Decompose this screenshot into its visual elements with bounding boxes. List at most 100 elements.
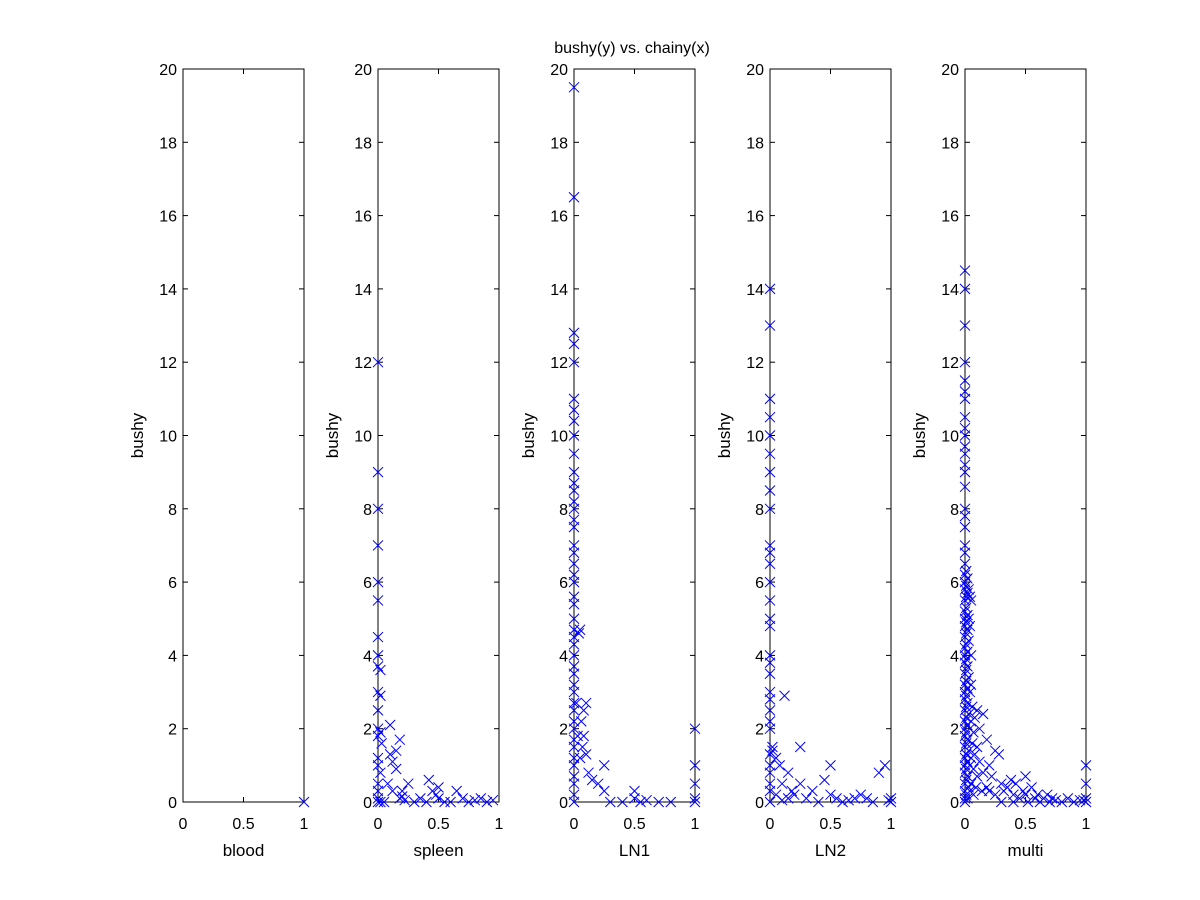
data-point-marker [372,356,384,368]
y-tick-label: 16 [746,209,764,226]
data-point-marker [574,752,586,764]
data-point-marker [372,705,384,716]
data-point-marker [819,774,830,786]
data-point-marker [977,708,989,720]
data-point-marker [1014,792,1025,804]
data-point-marker [976,785,988,797]
data-point-marker [1005,774,1017,786]
data-point-marker [960,749,972,760]
data-point-marker [779,690,790,702]
data-point-marker [1041,789,1053,801]
data-point-marker [764,785,776,797]
data-point-marker [959,448,971,460]
data-point-marker [372,650,384,661]
data-point-marker [372,540,384,551]
data-point-marker [568,796,580,808]
y-tick-label: 8 [559,502,568,519]
data-point-marker [959,320,971,331]
y-tick-label: 10 [159,429,177,446]
data-point-marker [962,573,973,584]
data-point-marker [568,393,580,405]
data-point-marker [372,466,384,478]
data-point-marker [965,595,977,606]
data-point-marker [962,661,973,672]
data-point-marker [402,778,414,790]
y-tick-label: 20 [746,62,764,79]
data-point-marker [568,430,580,441]
y-tick-label: 4 [168,648,177,665]
scatter-panel-4: 0 2 4 6 8 10 12 14 16 18 20 0 0.5 1 LN2 bushy [715,62,897,860]
data-point-marker [372,576,384,588]
data-point-marker [962,697,973,709]
data-point-marker [764,705,776,716]
axes-frame [182,68,305,803]
y-axis-label: bushy [323,412,342,458]
y-tick-label: 20 [941,62,959,79]
data-point-marker [487,794,499,806]
data-point-marker [764,723,776,735]
data-point-marker [963,708,974,720]
data-point-marker [968,763,979,775]
scatter-panel-5: 0 2 4 6 8 10 12 14 16 18 20 0 0.5 1 multi bushy [910,62,1092,860]
data-point-marker [764,595,776,606]
data-point-marker [970,781,982,793]
data-point-marker [959,481,971,493]
data-point-marker [825,789,836,801]
data-point-marker [641,794,652,806]
data-point-marker [1020,789,1031,801]
data-point-marker [971,770,983,782]
data-point-marker [390,745,402,757]
y-axis-label: bushy [715,412,734,458]
data-point-marker [1050,794,1062,806]
y-tick-label: 2 [559,722,568,739]
data-point-marker [577,741,588,753]
data-point-marker [764,558,776,570]
data-point-marker [873,767,885,779]
data-point-marker [568,503,580,515]
data-point-marker [764,448,776,460]
data-point-marker [764,576,776,588]
y-tick-label: 6 [363,575,372,592]
y-tick-label: 10 [941,429,959,446]
data-point-marker [689,723,701,735]
data-point-marker [568,613,580,625]
data-point-marker [774,759,786,771]
data-point-marker [653,796,665,808]
data-point-marker [1074,794,1086,806]
data-point-marker [971,705,983,716]
data-point-marker [960,701,972,713]
data-point-marker [408,796,420,808]
data-point-marker [883,794,894,806]
data-point-marker [568,668,580,680]
data-point-marker [764,547,776,559]
y-tick-label: 4 [755,648,764,665]
data-point-marker [423,774,435,786]
data-point-marker [1062,792,1074,804]
data-point-marker [568,415,580,427]
data-point-marker [586,774,598,786]
data-point-marker [421,796,432,808]
data-point-marker [764,430,776,441]
x-axis-label: LN1 [619,841,650,860]
data-point-marker [629,792,640,804]
scatter-panel-2: 0 2 4 6 8 10 12 14 16 18 20 0 0.5 1 spleen bushy [323,62,504,860]
y-tick-label: 14 [746,282,764,299]
data-point-marker [382,778,394,790]
data-point-marker [977,767,989,779]
data-point-marker [849,792,861,804]
y-tick-label: 20 [159,62,177,79]
y-tick-label: 8 [755,502,764,519]
y-tick-label: 14 [354,282,372,299]
data-point-marker [433,792,444,804]
y-tick-label: 16 [941,209,959,226]
data-point-marker [568,576,580,588]
y-tick-label: 18 [746,135,764,152]
data-point-marker [965,650,977,661]
x-tick-label: 0.5 [232,816,254,833]
data-point-marker [969,749,981,760]
data-point-marker [475,792,487,804]
data-point-marker [788,789,800,801]
data-point-marker [861,792,873,804]
data-point-marker [457,792,469,804]
data-point-marker [764,767,776,779]
